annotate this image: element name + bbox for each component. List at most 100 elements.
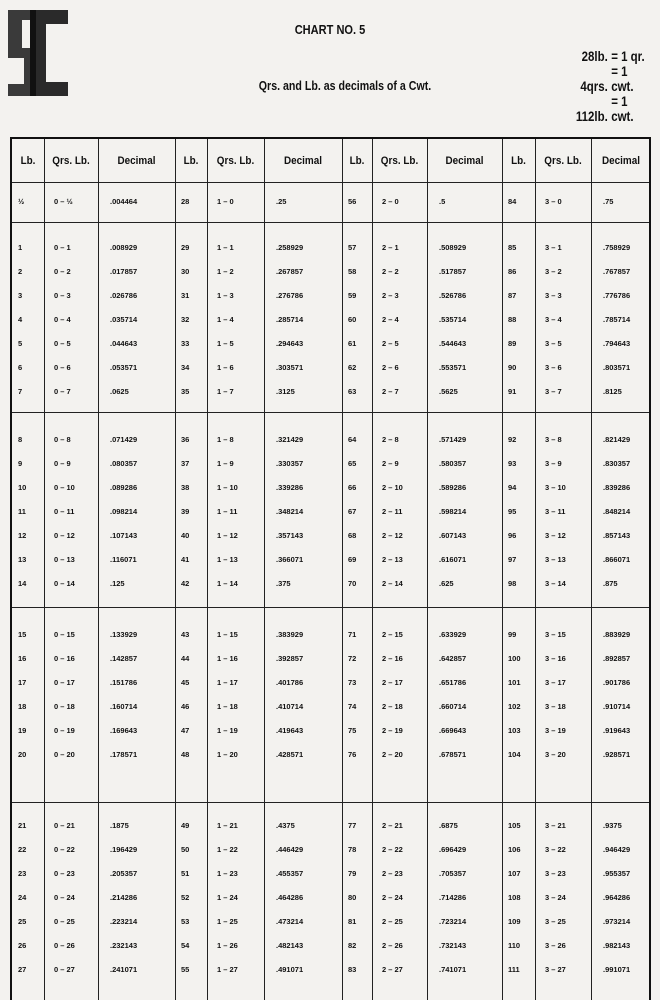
qrs-lb-cell: 0 – 10 bbox=[54, 483, 75, 492]
column-divider bbox=[98, 139, 99, 1000]
lb-cell: 77 bbox=[348, 821, 357, 830]
lb-cell: 27 bbox=[18, 965, 27, 974]
qrs-lb-cell: 2 – 4 bbox=[382, 315, 399, 324]
decimal-cell: .008929 bbox=[110, 243, 138, 252]
qrs-lb-cell: 3 – 10 bbox=[545, 483, 566, 492]
lb-cell: 54 bbox=[181, 941, 190, 950]
lb-cell: 11 bbox=[18, 507, 26, 516]
lb-cell: 7 bbox=[18, 387, 23, 396]
qrs-lb-cell: 3 – 3 bbox=[545, 291, 562, 300]
lb-cell: 46 bbox=[181, 702, 190, 711]
lb-cell: 107 bbox=[508, 869, 521, 878]
decimal-cell: .366071 bbox=[276, 555, 304, 564]
lb-cell: 37 bbox=[181, 459, 190, 468]
column-header: Qrs. Lb. bbox=[544, 154, 582, 167]
decimal-cell: .276786 bbox=[276, 291, 304, 300]
qrs-lb-cell: 1 – 14 bbox=[217, 579, 238, 588]
group-divider bbox=[12, 182, 649, 183]
qrs-lb-cell: 0 – 21 bbox=[54, 821, 75, 830]
decimal-cell: .410714 bbox=[276, 702, 304, 711]
decimal-cell: .455357 bbox=[276, 869, 304, 878]
lb-cell: 55 bbox=[181, 965, 190, 974]
qrs-lb-cell: 1 – 15 bbox=[217, 630, 238, 639]
decimal-cell: .004464 bbox=[110, 197, 138, 206]
qrs-lb-cell: 3 – 21 bbox=[545, 821, 566, 830]
decimal-cell: .339286 bbox=[276, 483, 304, 492]
decimal-cell: .0625 bbox=[110, 387, 129, 396]
lb-cell: 105 bbox=[508, 821, 521, 830]
qrs-lb-cell: 0 – 26 bbox=[54, 941, 75, 950]
lb-cell: 36 bbox=[181, 435, 190, 444]
lb-cell: 29 bbox=[181, 243, 190, 252]
lb-cell: 81 bbox=[348, 917, 357, 926]
column-divider bbox=[207, 139, 208, 1000]
qrs-lb-cell: 3 – 5 bbox=[545, 339, 562, 348]
qrs-lb-cell: 1 – 17 bbox=[217, 678, 238, 687]
decimal-cell: .553571 bbox=[439, 363, 467, 372]
lb-cell: 22 bbox=[18, 845, 27, 854]
decimal-cell: .392857 bbox=[276, 654, 304, 663]
decimal-cell: .75 bbox=[603, 197, 614, 206]
qrs-lb-cell: 0 – 13 bbox=[54, 555, 75, 564]
qrs-lb-cell: 1 – 5 bbox=[217, 339, 234, 348]
decimal-cell: .125 bbox=[110, 579, 125, 588]
column-divider bbox=[502, 139, 503, 1000]
lb-cell: 75 bbox=[348, 726, 357, 735]
qrs-lb-cell: 3 – 2 bbox=[545, 267, 562, 276]
lb-cell: 24 bbox=[18, 893, 27, 902]
decimal-cell: .044643 bbox=[110, 339, 138, 348]
decimal-cell: .4375 bbox=[276, 821, 295, 830]
decimal-cell: .8125 bbox=[603, 387, 622, 396]
lb-cell: 64 bbox=[348, 435, 357, 444]
column-divider bbox=[44, 139, 45, 1000]
decimal-cell: .723214 bbox=[439, 917, 467, 926]
decimal-cell: .151786 bbox=[110, 678, 138, 687]
column-divider bbox=[175, 139, 176, 1000]
column-header: Decimal bbox=[117, 154, 156, 167]
decimal-cell: .017857 bbox=[110, 267, 138, 276]
decimal-cell: .678571 bbox=[439, 750, 467, 759]
decimal-cell: .491071 bbox=[276, 965, 304, 974]
conversion-line: 28lb. = 1 qr. bbox=[581, 49, 645, 64]
qrs-lb-cell: 3 – 4 bbox=[545, 315, 562, 324]
column-divider bbox=[264, 139, 265, 1000]
decimal-cell: .625 bbox=[439, 579, 454, 588]
lb-cell: 90 bbox=[508, 363, 517, 372]
lb-cell: 1 bbox=[18, 243, 23, 252]
decimal-cell: .5 bbox=[439, 197, 446, 206]
decimal-cell: .348214 bbox=[276, 507, 304, 516]
qrs-lb-cell: 1 – 20 bbox=[217, 750, 238, 759]
qrs-lb-cell: 0 – 18 bbox=[54, 702, 75, 711]
qrs-lb-cell: 2 – 25 bbox=[382, 917, 403, 926]
decimal-cell: .214286 bbox=[110, 893, 138, 902]
qrs-lb-cell: 0 – 25 bbox=[54, 917, 75, 926]
lb-cell: 34 bbox=[181, 363, 190, 372]
decimal-cell: .973214 bbox=[603, 917, 631, 926]
qrs-lb-cell: 2 – 11 bbox=[382, 507, 403, 516]
lb-cell: 86 bbox=[508, 267, 517, 276]
qrs-lb-cell: 3 – 20 bbox=[545, 750, 566, 759]
group-divider bbox=[12, 802, 649, 803]
decimal-cell: .9375 bbox=[603, 821, 622, 830]
qrs-lb-cell: 1 – 23 bbox=[217, 869, 238, 878]
qrs-lb-cell: 1 – 26 bbox=[217, 941, 238, 950]
qrs-lb-cell: 2 – 15 bbox=[382, 630, 403, 639]
lb-cell: 13 bbox=[18, 555, 27, 564]
decimal-cell: .714286 bbox=[439, 893, 467, 902]
decimal-cell: .642857 bbox=[439, 654, 467, 663]
lb-cell: 49 bbox=[181, 821, 190, 830]
decimal-cell: .883929 bbox=[603, 630, 631, 639]
column-header: Qrs. Lb. bbox=[380, 154, 419, 167]
lb-cell: 108 bbox=[508, 893, 521, 902]
lb-cell: 72 bbox=[348, 654, 357, 663]
qrs-lb-cell: 1 – 21 bbox=[217, 821, 238, 830]
qrs-lb-cell: 2 – 27 bbox=[382, 965, 403, 974]
decimal-cell: .1875 bbox=[110, 821, 129, 830]
decimal-cell: .928571 bbox=[603, 750, 631, 759]
lb-cell: 9 bbox=[18, 459, 23, 468]
lb-cell: 19 bbox=[18, 726, 27, 735]
decimal-cell: .866071 bbox=[603, 555, 631, 564]
qrs-lb-cell: 0 – 9 bbox=[54, 459, 71, 468]
decimal-cell: .321429 bbox=[276, 435, 304, 444]
lb-cell: 110 bbox=[508, 941, 521, 950]
